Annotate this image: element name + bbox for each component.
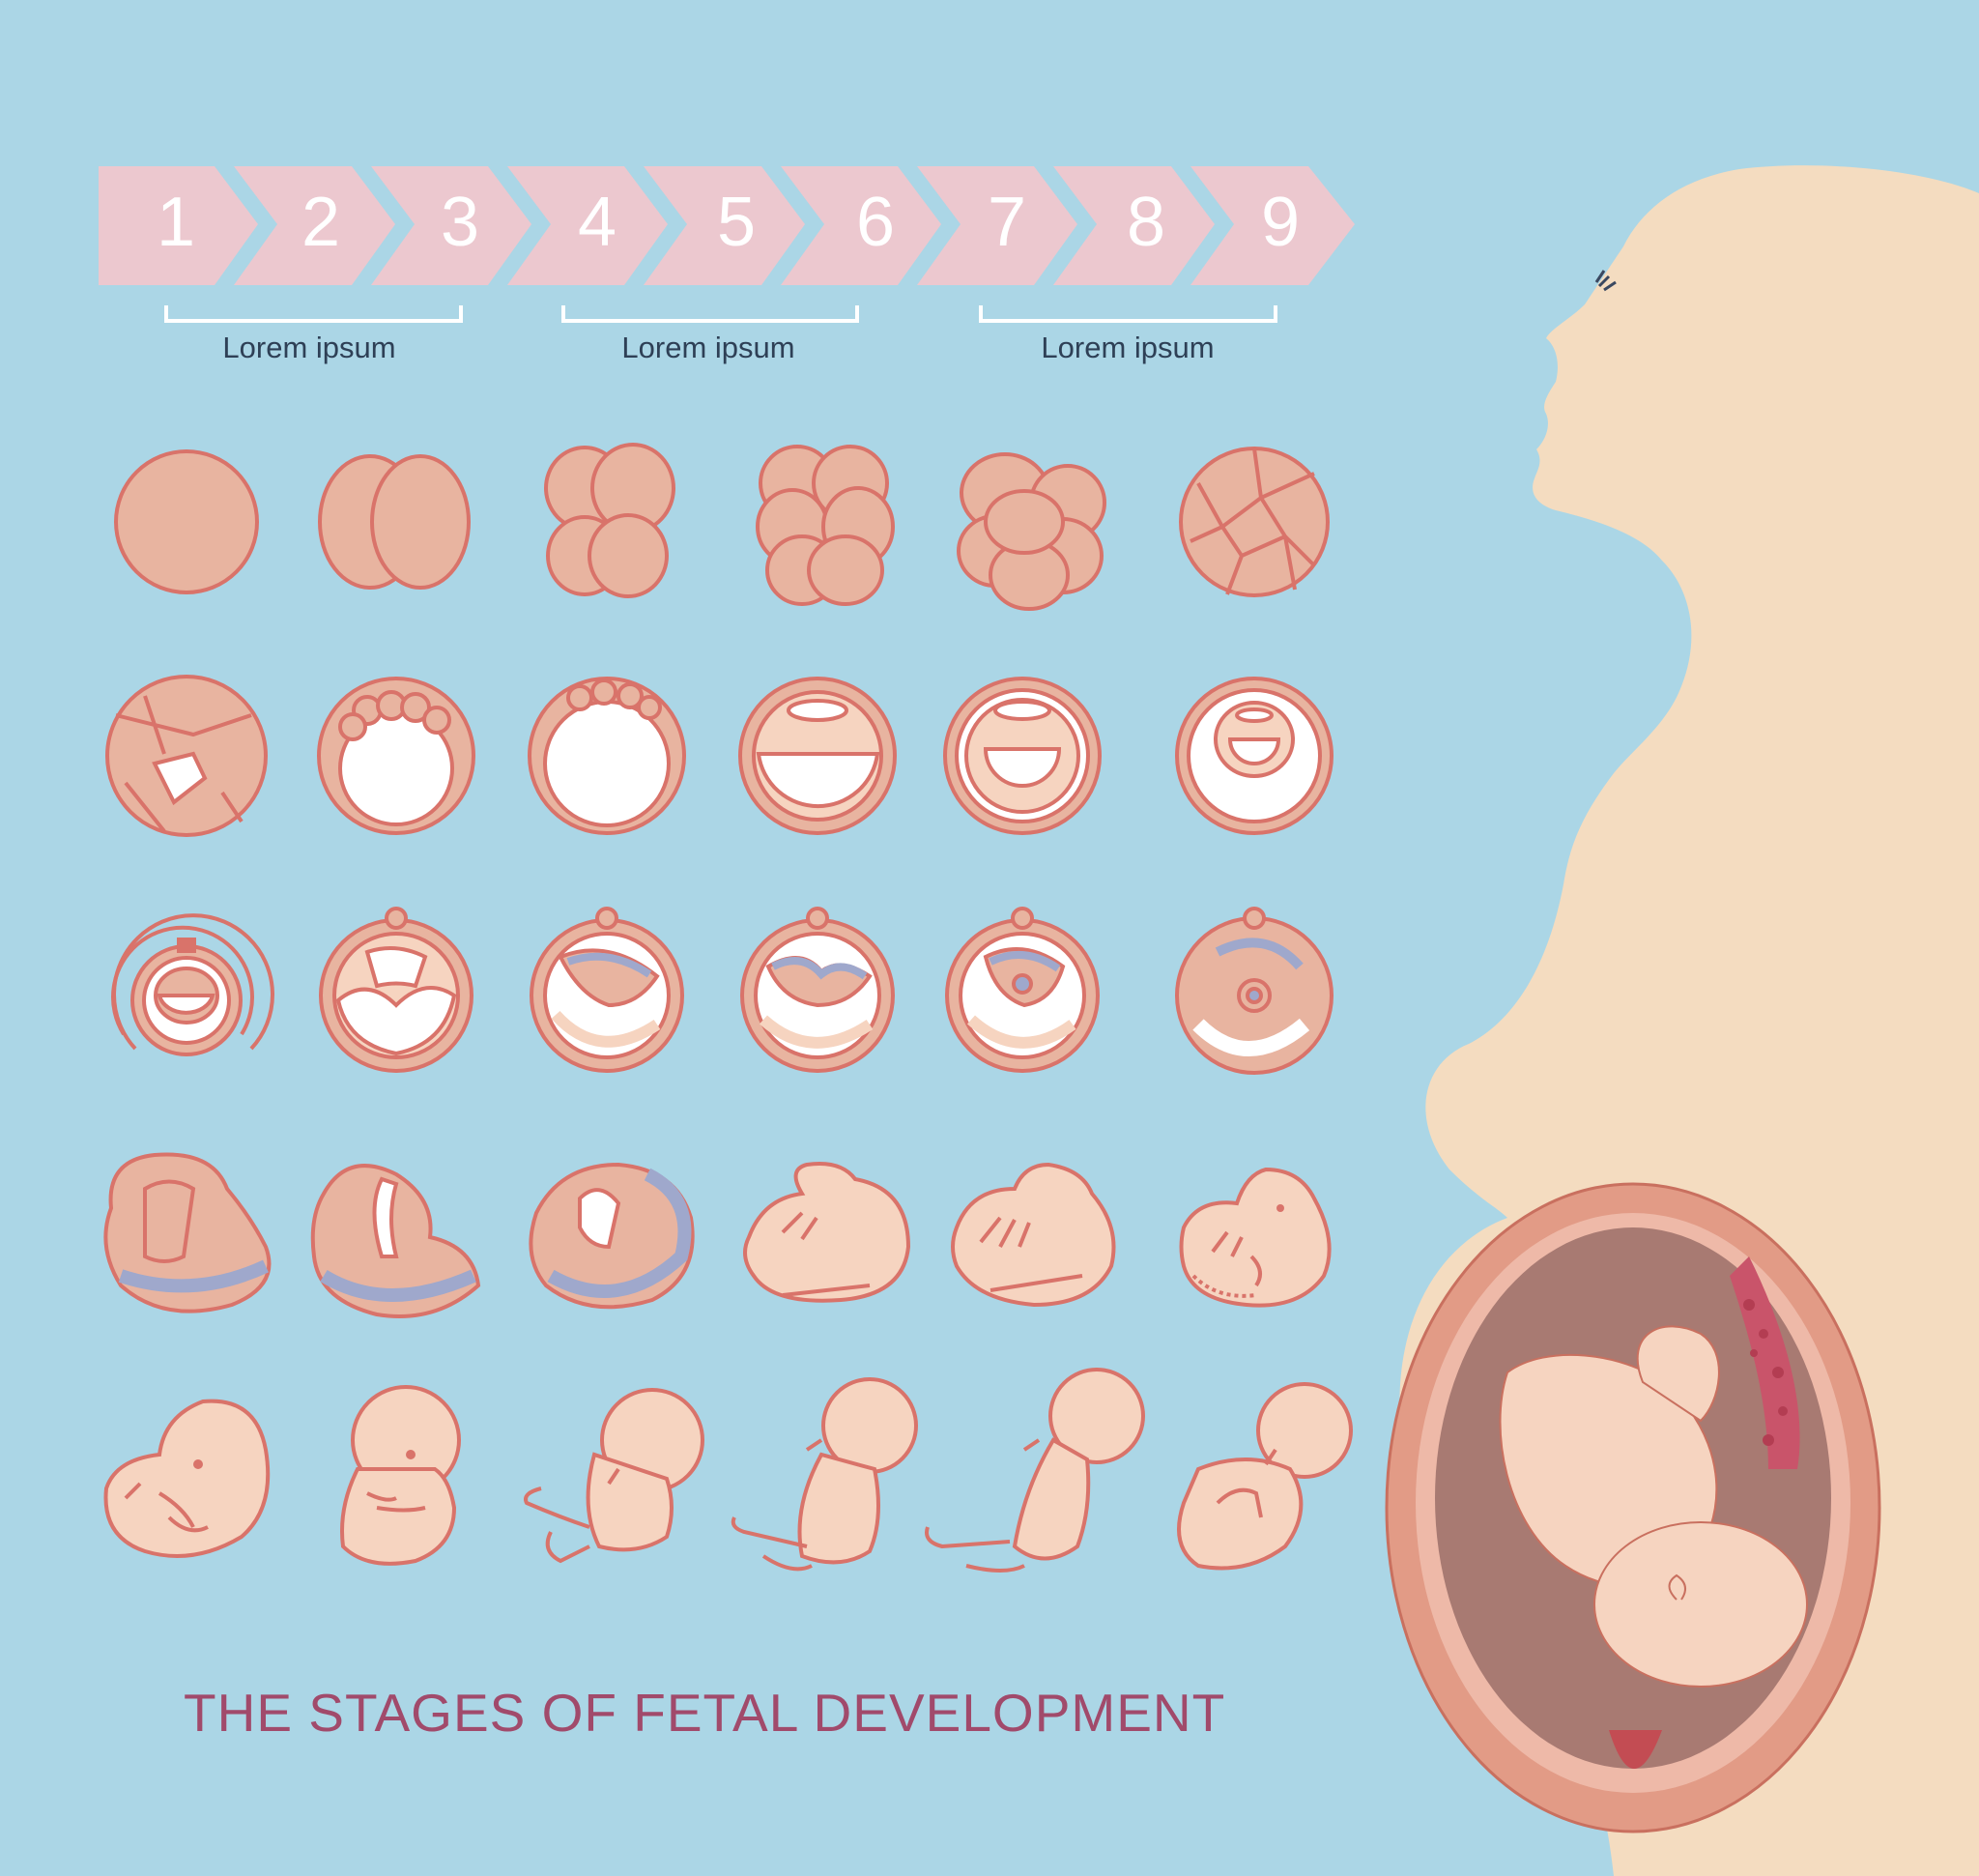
stage-amniotic-cavity bbox=[1175, 677, 1334, 835]
stage-week-8-fetus bbox=[103, 1399, 271, 1558]
stage-blastocyst-forming bbox=[317, 677, 475, 835]
month-chevron-9 bbox=[1190, 166, 1355, 285]
stage-implantation bbox=[111, 913, 274, 1056]
month-number-8: 8 bbox=[1127, 184, 1165, 261]
stage-folding-embryo bbox=[103, 1152, 272, 1313]
stage-row-3 bbox=[111, 907, 1334, 1075]
stage-week-16-fetus bbox=[731, 1377, 918, 1572]
range-label-3: Lorem ipsum bbox=[1041, 331, 1214, 364]
stage-week-12-fetus bbox=[524, 1388, 704, 1564]
stage-week-24-fetus bbox=[1177, 1382, 1353, 1571]
stage-curved-embryo bbox=[310, 1164, 481, 1318]
month-number-9: 9 bbox=[1261, 184, 1300, 261]
stage-bilaminar-disc bbox=[943, 677, 1102, 835]
page-title: THE STAGES OF FETAL DEVELOPMENT bbox=[184, 1683, 1226, 1743]
month-chevron-1 bbox=[99, 166, 258, 285]
stage-sixteen-cell bbox=[957, 452, 1106, 611]
bracket-3 bbox=[979, 305, 1277, 323]
bracket-1 bbox=[164, 305, 463, 323]
stage-row-5 bbox=[103, 1368, 1353, 1573]
stage-embryonic-disc-folding bbox=[530, 907, 684, 1073]
month-chevron-8 bbox=[1053, 166, 1215, 285]
stage-early-blastocyst bbox=[105, 675, 268, 837]
stage-blastocyst bbox=[528, 677, 686, 835]
stage-implanting-blastocyst bbox=[738, 677, 897, 835]
stage-week-10-fetus bbox=[340, 1385, 461, 1566]
bracket-2 bbox=[561, 305, 859, 323]
month-number-1: 1 bbox=[157, 184, 195, 261]
stage-week-6-embryo bbox=[951, 1162, 1116, 1308]
month-timeline: 1 2 3 4 5 6 7 8 9 bbox=[99, 166, 1355, 285]
month-chevron-6 bbox=[781, 166, 941, 285]
month-chevron-5 bbox=[644, 166, 805, 285]
month-number-3: 3 bbox=[441, 184, 479, 261]
stage-four-cell bbox=[544, 443, 675, 598]
full-term-fetus bbox=[1499, 1325, 1808, 1688]
stage-zygote bbox=[114, 449, 259, 594]
month-number-5: 5 bbox=[717, 184, 756, 261]
month-chevron-3 bbox=[371, 166, 531, 285]
stage-eight-cell bbox=[756, 445, 895, 606]
month-chevron-2 bbox=[234, 166, 395, 285]
stage-week-20-fetus bbox=[925, 1368, 1145, 1573]
range-label-2: Lorem ipsum bbox=[621, 331, 794, 364]
stage-week-7-embryo bbox=[1179, 1167, 1332, 1308]
stage-row-1 bbox=[114, 443, 1330, 611]
stage-yolk-sac bbox=[319, 907, 473, 1073]
range-label-1: Lorem ipsum bbox=[222, 331, 395, 364]
month-chevron-4 bbox=[507, 166, 668, 285]
month-number-2: 2 bbox=[301, 184, 340, 261]
stage-neural-tube bbox=[945, 907, 1100, 1073]
uterus-cross-section bbox=[1385, 1182, 1881, 1833]
stage-row-4 bbox=[103, 1152, 1332, 1318]
month-number-6: 6 bbox=[856, 184, 895, 261]
stage-morula bbox=[1179, 447, 1330, 597]
month-chevron-7 bbox=[917, 166, 1077, 285]
stage-week-5-embryo bbox=[743, 1162, 911, 1303]
month-number-4: 4 bbox=[578, 184, 617, 261]
stage-neural-plate bbox=[740, 907, 895, 1073]
month-number-7: 7 bbox=[988, 184, 1026, 261]
stage-row-2 bbox=[105, 675, 1334, 837]
stage-c-shaped-embryo bbox=[529, 1162, 695, 1310]
trimester-brackets bbox=[164, 305, 1277, 323]
stage-two-cell bbox=[318, 454, 471, 590]
stage-early-folding bbox=[1175, 907, 1334, 1075]
